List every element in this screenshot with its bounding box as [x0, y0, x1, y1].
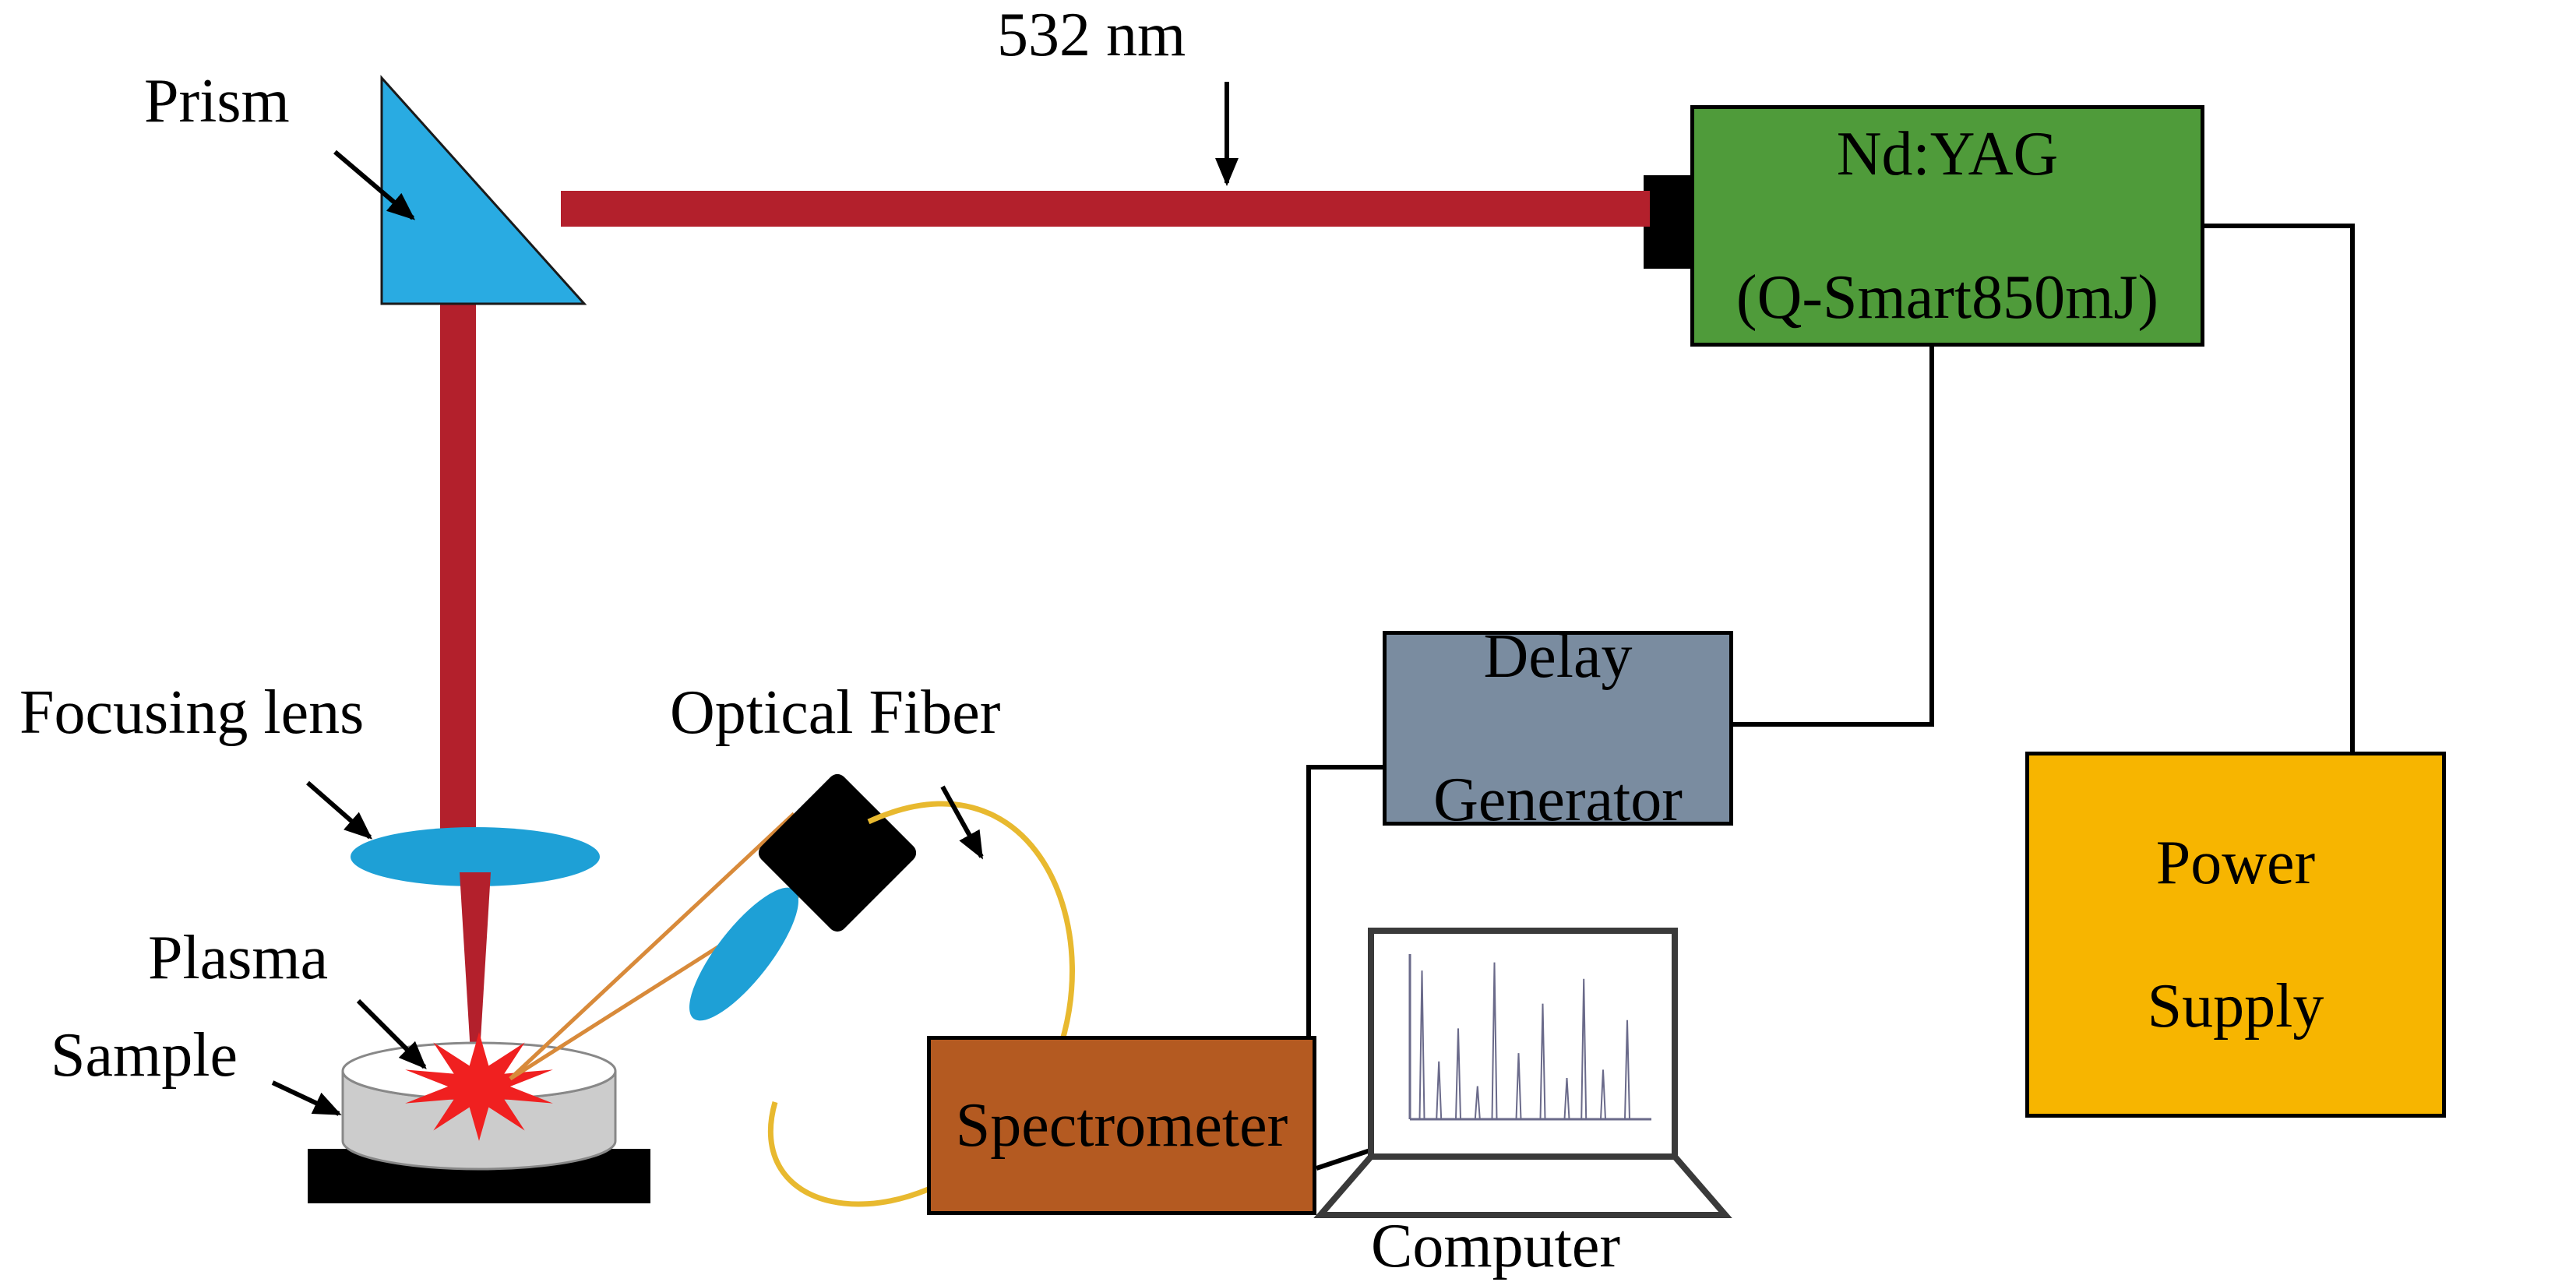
delay-line2: Generator — [1433, 764, 1683, 836]
wavelength-label: 532 nm — [997, 0, 1186, 71]
laser-line1: Nd:YAG — [1736, 118, 2158, 190]
power-line1: Power — [2148, 827, 2324, 899]
plasma-label: Plasma — [148, 923, 328, 994]
power-line2: Supply — [2148, 970, 2324, 1042]
power-supply-box: Power Supply — [2025, 752, 2446, 1118]
sample-label: Sample — [51, 1020, 238, 1091]
focusing-lens-label: Focusing lens — [19, 678, 364, 748]
prism-label: Prism — [144, 66, 290, 137]
laser-box: Nd:YAG (Q-Smart850mJ) — [1690, 105, 2204, 347]
optical-fiber-label: Optical Fiber — [670, 678, 1000, 748]
laser-line2: (Q-Smart850mJ) — [1736, 262, 2158, 333]
delay-generator-box: Delay Generator — [1383, 631, 1733, 826]
computer-label: Computer — [1371, 1211, 1620, 1282]
spectrometer-label: Spectrometer — [956, 1090, 1288, 1161]
spectrometer-box: Spectrometer — [927, 1036, 1316, 1215]
delay-line1: Delay — [1433, 621, 1683, 692]
